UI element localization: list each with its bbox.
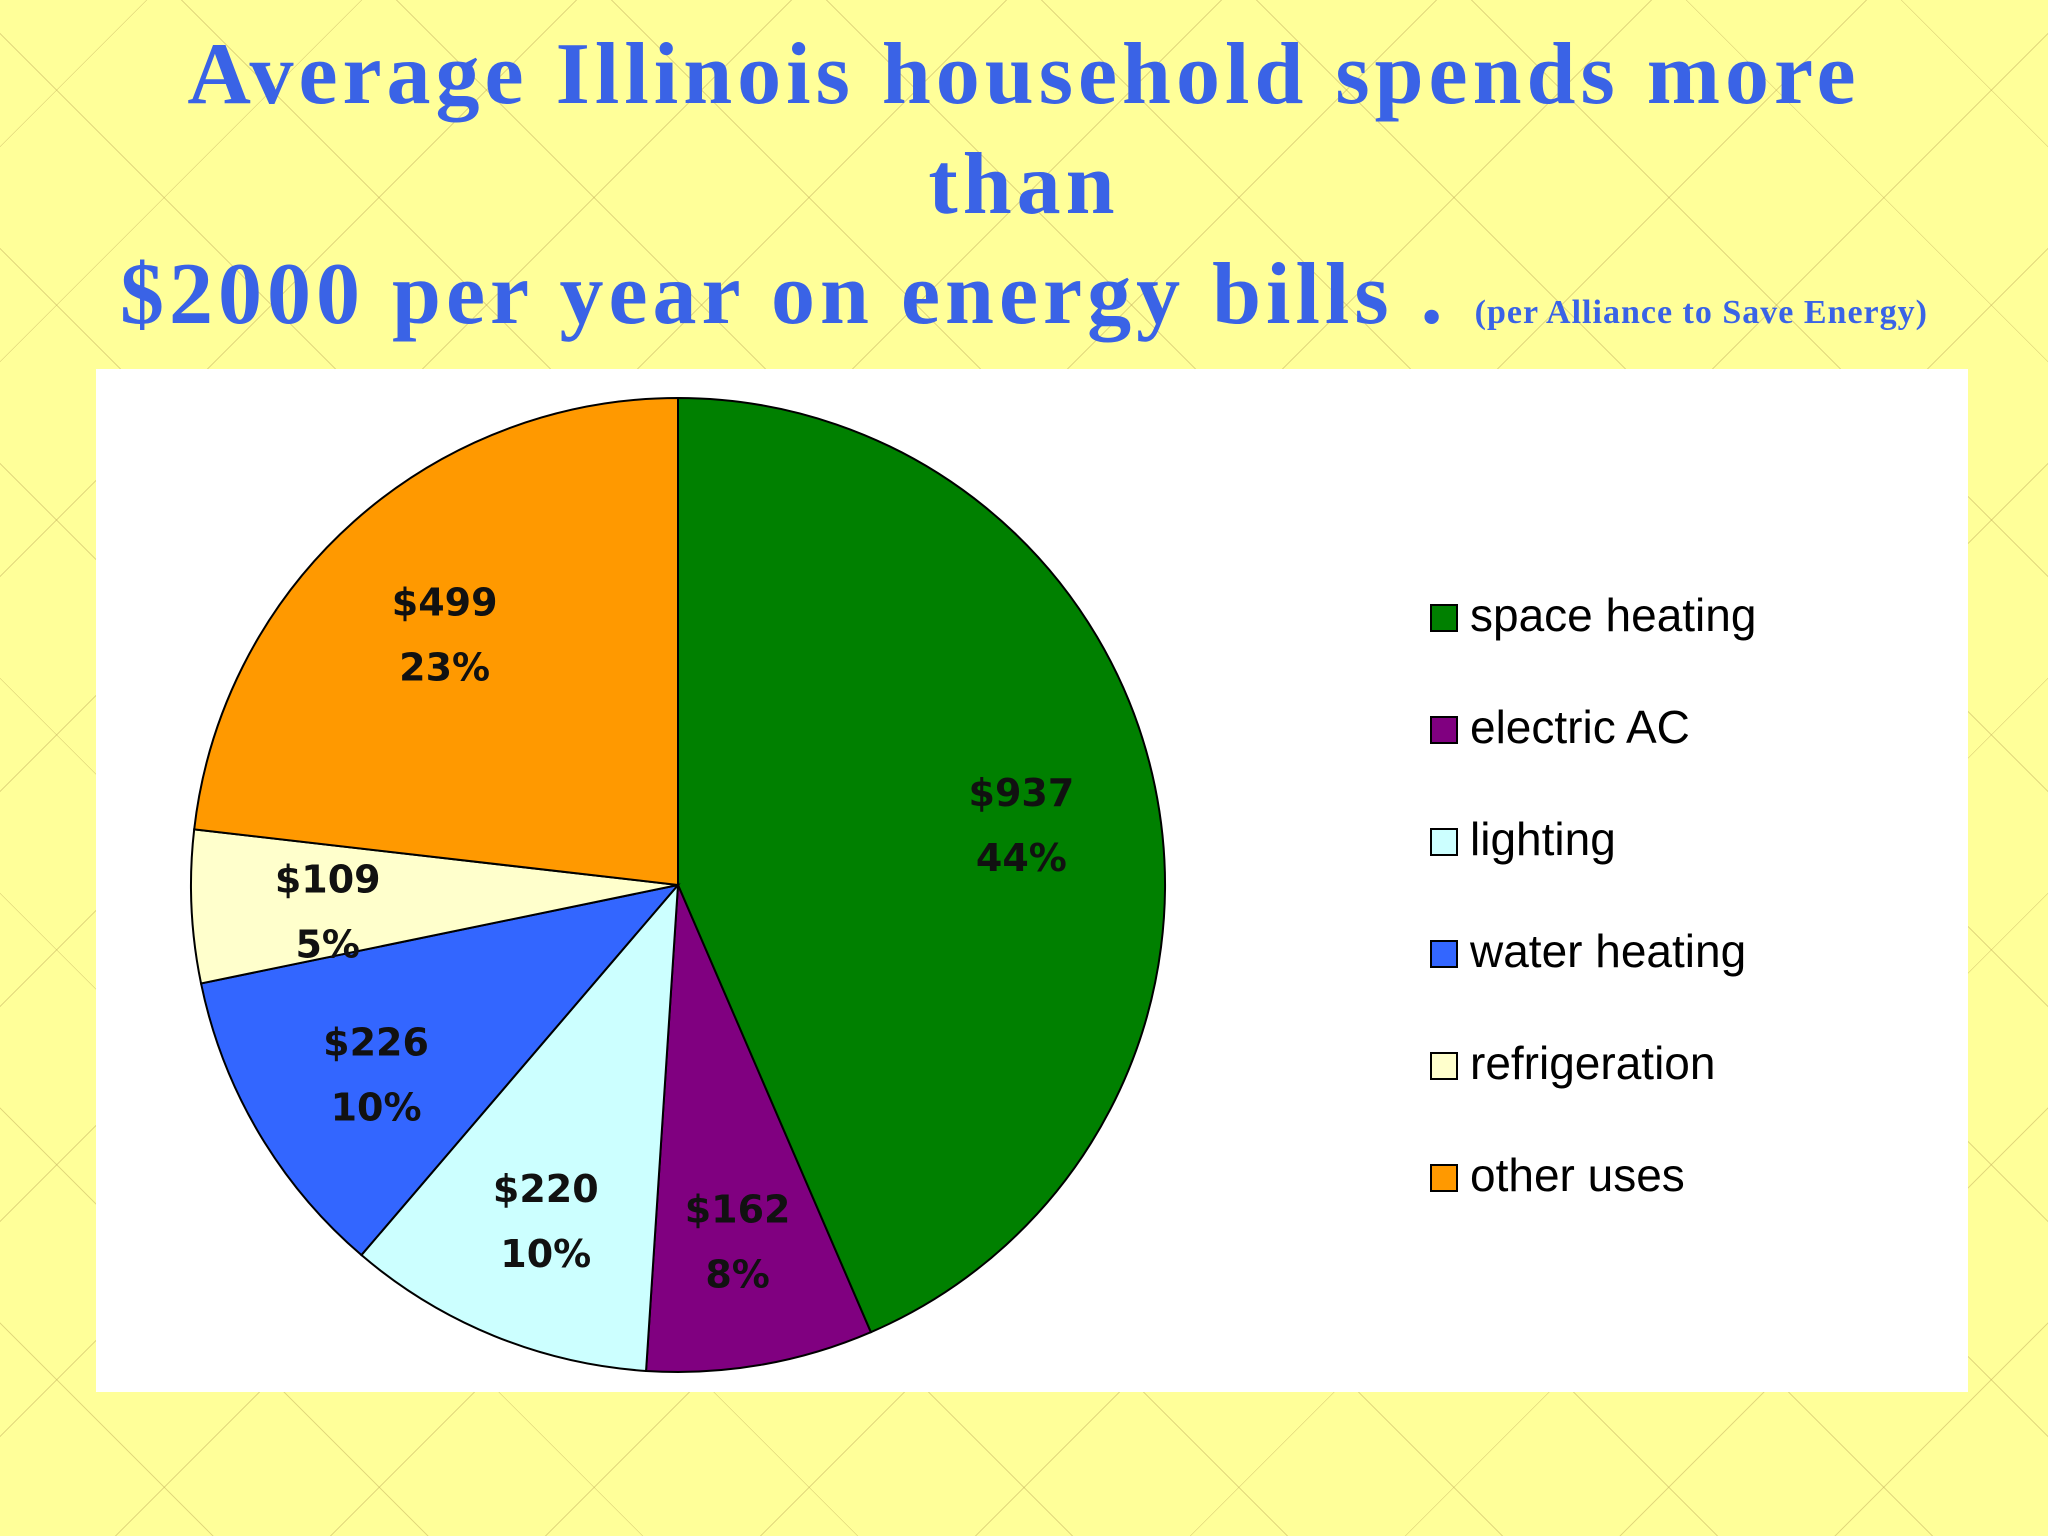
slice-value-label-space-heating: $937	[969, 771, 1075, 815]
slice-value-label-electric-ac: $162	[685, 1188, 791, 1232]
legend-item-electric-ac: electric AC	[1430, 697, 1756, 809]
pie-slice-lighting	[359, 882, 680, 1373]
slice-percent-label-refrigeration: 5%	[295, 923, 360, 967]
title-line-3-text: $2000 per year on energy bills .	[120, 246, 1448, 343]
legend-item-space-heating: space heating	[1430, 585, 1756, 697]
legend-label: refrigeration	[1470, 1037, 1716, 1089]
legend-swatch	[1430, 1164, 1458, 1192]
title-line-3: $2000 per year on energy bills . (per Al…	[0, 240, 2048, 368]
title-line-2: than	[928, 136, 1120, 233]
slice-value-label-water-heating: $226	[323, 1020, 429, 1064]
chart-legend: space heating electric AC lighting water he…	[1430, 585, 1756, 1257]
slice-value-label-refrigeration: $109	[275, 858, 381, 902]
legend-item-other-uses: other uses	[1430, 1145, 1756, 1257]
slice-value-label-other-uses: $499	[392, 580, 498, 624]
pie-slice-space-heating	[677, 396, 1167, 1334]
legend-label: lighting	[1470, 813, 1616, 865]
slice-percent-label-space-heating: 44%	[976, 836, 1067, 880]
legend-item-lighting: lighting	[1430, 809, 1756, 921]
page-title: Average Illinois household spends more t…	[0, 20, 2048, 368]
title-line-1: Average Illinois household spends more	[187, 26, 1861, 123]
legend-swatch	[1430, 940, 1458, 968]
legend-item-refrigeration: refrigeration	[1430, 1033, 1756, 1145]
slice-percent-label-other-uses: 23%	[399, 645, 490, 689]
legend-swatch	[1430, 1052, 1458, 1080]
slice-value-label-lighting: $220	[493, 1167, 599, 1211]
slice-percent-label-electric-ac: 8%	[705, 1253, 770, 1297]
legend-swatch	[1430, 604, 1458, 632]
legend-label: electric AC	[1470, 701, 1690, 753]
legend-swatch	[1430, 828, 1458, 856]
pie-slice-other-uses	[193, 396, 679, 887]
source-note: (per Alliance to Save Energy)	[1474, 294, 1928, 331]
slice-percent-label-water-heating: 10%	[331, 1085, 422, 1129]
legend-label: other uses	[1470, 1149, 1685, 1201]
legend-label: space heating	[1470, 589, 1757, 641]
pie-slice-electric-ac	[644, 884, 873, 1373]
legend-label: water heating	[1470, 925, 1747, 977]
pie-slice-water-heating	[199, 883, 681, 1257]
slice-percent-label-lighting: 10%	[500, 1232, 591, 1276]
pie-slice-refrigeration	[190, 828, 679, 985]
legend-item-water-heating: water heating	[1430, 921, 1756, 1033]
legend-swatch	[1430, 716, 1458, 744]
